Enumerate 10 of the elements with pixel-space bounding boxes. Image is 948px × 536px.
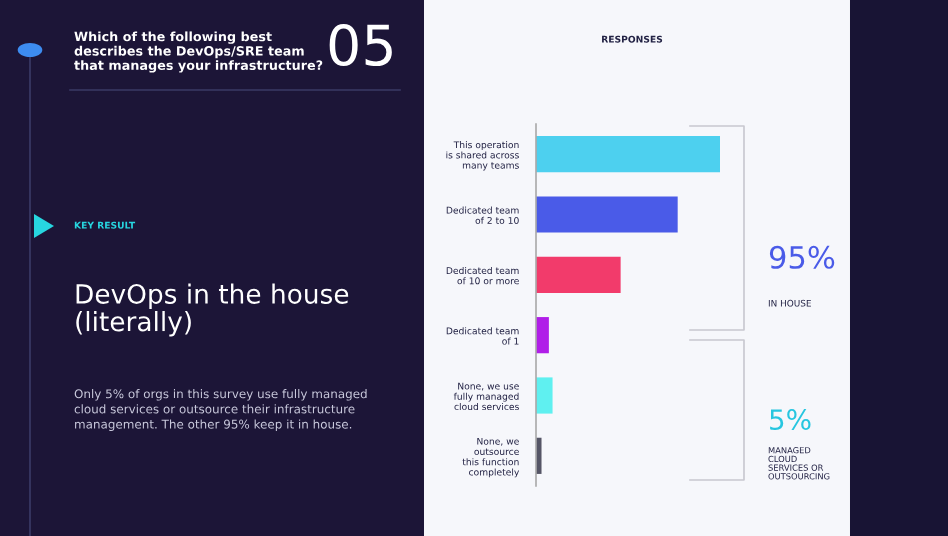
text: 5% bbox=[770, 409, 811, 431]
bar bbox=[536, 196, 678, 233]
bar bbox=[536, 317, 549, 354]
text: 05 bbox=[329, 24, 392, 67]
bar bbox=[536, 377, 553, 414]
bar bbox=[536, 256, 621, 293]
bar bbox=[536, 136, 720, 173]
bar bbox=[536, 437, 542, 474]
text: 95% bbox=[769, 245, 835, 269]
text: DevOps in the house (literally) bbox=[76, 283, 349, 337]
